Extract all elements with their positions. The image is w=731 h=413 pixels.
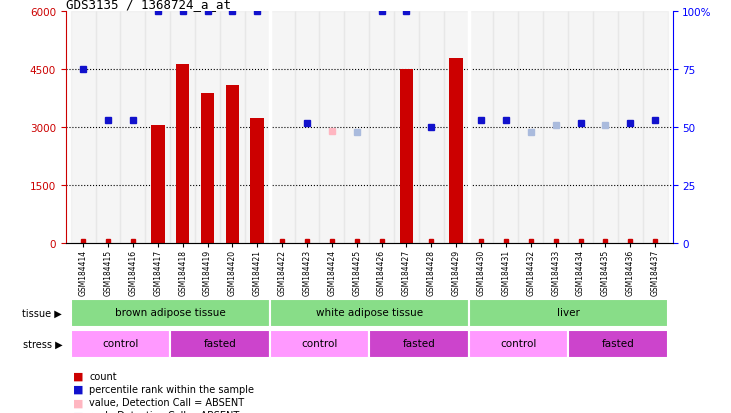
Bar	[469, 330, 568, 358]
Bar	[245, 12, 270, 244]
Bar	[71, 330, 170, 358]
Bar	[220, 12, 245, 244]
Text: ■: ■	[73, 371, 83, 381]
Text: count: count	[89, 371, 117, 381]
Bar	[319, 12, 344, 244]
Bar	[251, 119, 264, 244]
Text: tissue ▶: tissue ▶	[23, 308, 62, 318]
Bar	[295, 12, 319, 244]
Bar	[450, 59, 463, 244]
Bar	[618, 12, 643, 244]
Bar	[444, 12, 469, 244]
Bar	[170, 330, 270, 358]
Text: stress ▶: stress ▶	[23, 339, 62, 349]
Text: control: control	[102, 338, 139, 348]
Text: ■: ■	[73, 411, 83, 413]
Bar	[493, 12, 518, 244]
Bar	[270, 330, 369, 358]
Bar	[201, 93, 214, 244]
Text: control: control	[500, 338, 537, 348]
Bar	[71, 12, 96, 244]
Bar	[369, 12, 394, 244]
Bar	[170, 12, 195, 244]
Bar	[71, 299, 270, 327]
Bar	[593, 12, 618, 244]
Bar	[643, 12, 667, 244]
Bar	[121, 12, 145, 244]
Bar	[400, 70, 413, 244]
Text: percentile rank within the sample: percentile rank within the sample	[89, 384, 254, 394]
Bar	[176, 64, 189, 244]
Bar	[469, 12, 493, 244]
Bar	[568, 330, 667, 358]
Bar	[270, 12, 295, 244]
Bar	[226, 85, 239, 244]
Bar	[394, 12, 419, 244]
Text: ■: ■	[73, 397, 83, 407]
Text: fasted: fasted	[204, 338, 236, 348]
Bar	[518, 12, 543, 244]
Text: white adipose tissue: white adipose tissue	[316, 307, 423, 317]
Bar	[419, 12, 444, 244]
Bar	[469, 299, 667, 327]
Bar	[369, 330, 469, 358]
Bar	[543, 12, 568, 244]
Bar	[195, 12, 220, 244]
Bar	[270, 299, 469, 327]
Bar	[568, 12, 593, 244]
Bar	[96, 12, 121, 244]
Bar	[151, 126, 164, 244]
Text: fasted: fasted	[602, 338, 635, 348]
Bar	[145, 12, 170, 244]
Text: liver: liver	[556, 307, 580, 317]
Text: control: control	[301, 338, 338, 348]
Text: ■: ■	[73, 384, 83, 394]
Text: rank, Detection Call = ABSENT: rank, Detection Call = ABSENT	[89, 411, 240, 413]
Text: brown adipose tissue: brown adipose tissue	[115, 307, 226, 317]
Text: value, Detection Call = ABSENT: value, Detection Call = ABSENT	[89, 397, 244, 407]
Text: fasted: fasted	[403, 338, 435, 348]
Text: GDS3135 / 1368724_a_at: GDS3135 / 1368724_a_at	[66, 0, 231, 11]
Bar	[344, 12, 369, 244]
